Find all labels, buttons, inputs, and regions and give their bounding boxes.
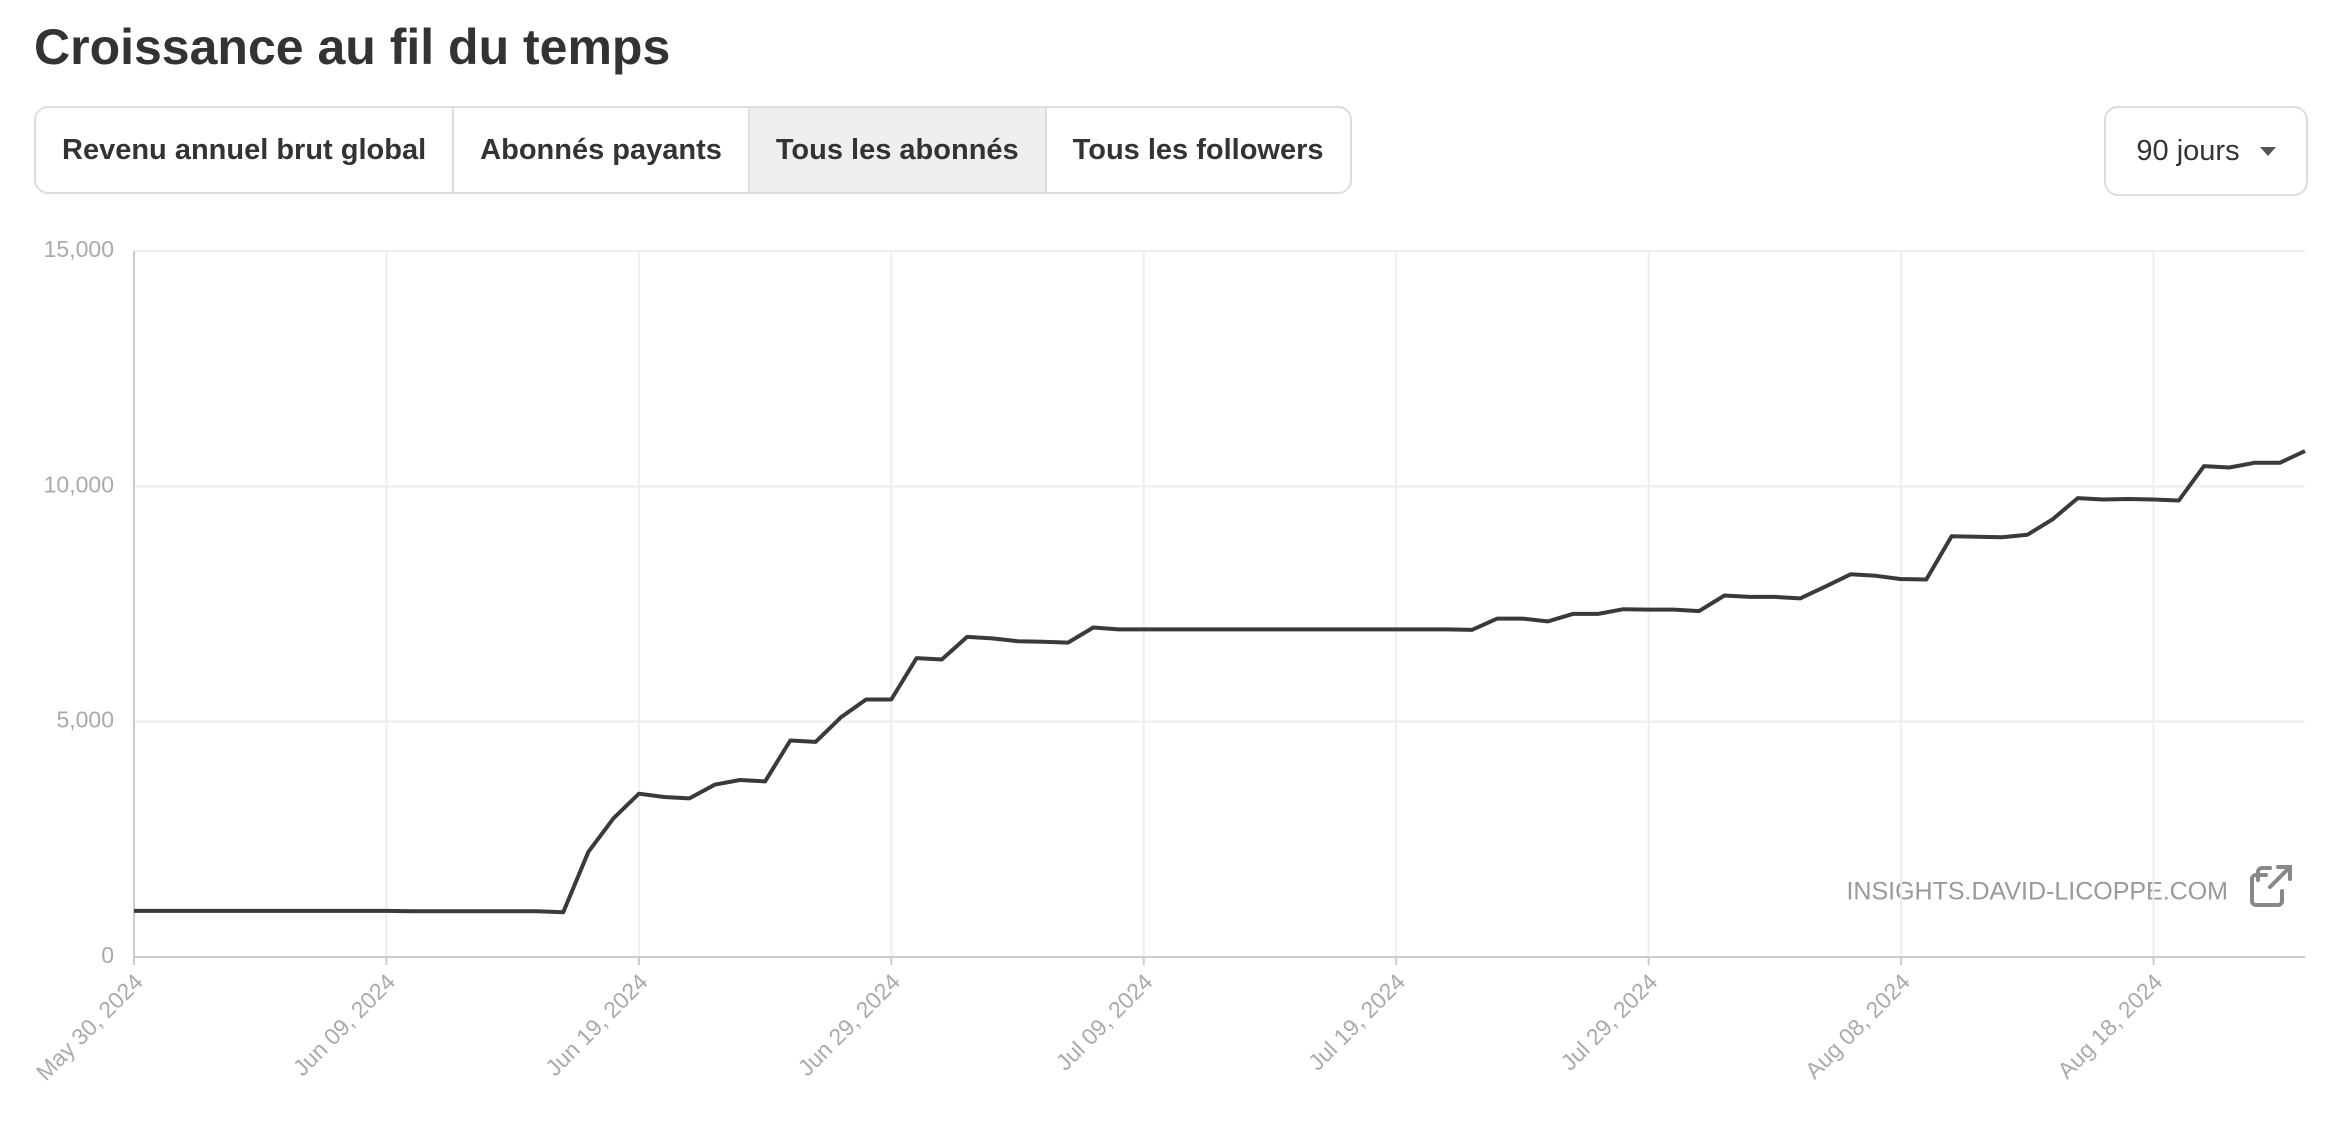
y-tick-label: 0 [101,942,114,968]
tab[interactable]: Revenu annuel brut global [36,108,455,192]
tab[interactable]: Abonnés payants [454,108,750,192]
x-tick-label: Jul 19, 2024 [1303,968,1410,1075]
x-tick-label: May 30, 2024 [31,968,148,1085]
x-tick-label: Jun 09, 2024 [288,968,401,1081]
period-dropdown[interactable]: 90 jours [2104,106,2308,196]
y-tick-label: 5,000 [56,707,114,733]
y-tick-label: 15,000 [44,236,114,262]
watermark: INSIGHTS.DAVID-LICOPPE.COM [1846,878,2228,906]
x-tick-label: Aug 18, 2024 [2052,968,2167,1083]
x-tick-label: Jun 19, 2024 [540,968,653,1081]
tab[interactable]: Tous les abonnés [749,108,1047,192]
x-tick-label: Jul 09, 2024 [1051,968,1158,1075]
x-tick-label: Jun 29, 2024 [793,968,906,1081]
line [134,449,2306,915]
x-tick-label: Jul 29, 2024 [1555,968,1662,1075]
x-tick-label: Aug 08, 2024 [1800,968,1915,1083]
external-link-icon[interactable] [2250,865,2292,907]
page-title: Croissance au fil du temps [34,19,671,75]
tab-bar: Revenu annuel brut global Abonnés payant… [34,106,1352,194]
y-tick-label: 10,000 [44,471,114,497]
tab[interactable]: Tous les followers [1072,133,1324,166]
